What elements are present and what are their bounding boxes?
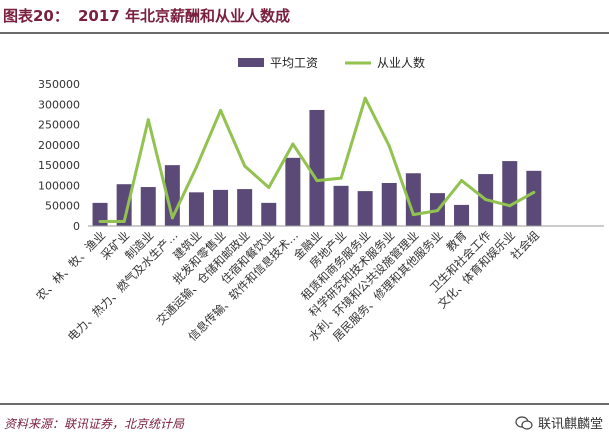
bar: [454, 204, 470, 226]
line-point: [387, 144, 391, 148]
y-tick-label: 350000: [38, 78, 80, 91]
figure-header: 图表20： 2017 年北京薪酬和从业人数成: [0, 0, 609, 34]
bar: [285, 157, 301, 226]
bar: [309, 109, 325, 226]
bar: [188, 192, 204, 226]
line-point: [291, 142, 295, 146]
bar: [116, 184, 132, 226]
line-point: [315, 179, 319, 183]
wechat-icon: [515, 415, 533, 430]
legend-bar-swatch: [238, 58, 264, 67]
x-tick-label: 社会组: [508, 228, 543, 263]
legend-bar-label: 平均工资: [270, 56, 318, 70]
x-tick-label: 农、林、牧、渔业: [33, 228, 108, 303]
y-tick-label: 150000: [38, 159, 80, 172]
line-point: [435, 209, 439, 213]
bar: [213, 189, 229, 226]
y-tick-label: 250000: [38, 119, 80, 132]
bar: [502, 161, 518, 226]
bar: [381, 182, 397, 226]
source-note: 资料来源：联讯证券，北京统计局: [4, 417, 185, 431]
y-tick-label: 300000: [38, 98, 80, 111]
line-point: [98, 220, 102, 224]
brand-mark: 联讯麒麟堂: [515, 413, 603, 432]
brand-name: 联讯麒麟堂: [537, 417, 603, 432]
line-point: [508, 204, 512, 208]
bar: [140, 187, 156, 226]
line-point: [411, 213, 415, 217]
combo-chart: 0 50000 100000 150000 200000 250000 300000 3500…: [33, 55, 604, 344]
legend-line-label: 从业人数: [377, 55, 425, 70]
bar: [526, 170, 542, 226]
line-point: [460, 179, 464, 183]
bar: [237, 189, 253, 226]
line-point: [363, 96, 367, 100]
y-tick-label: 50000: [45, 200, 80, 213]
line-point: [484, 198, 488, 202]
line-point: [219, 108, 223, 112]
line-point: [243, 164, 247, 168]
y-tick-label: 0: [73, 220, 80, 233]
chart-title: 2017 年北京薪酬和从业人数成: [78, 7, 290, 25]
bar: [333, 185, 349, 226]
line-point: [170, 216, 174, 220]
y-tick-label: 200000: [38, 139, 80, 152]
figure-footer: 资料来源：联讯证券，北京统计局 联讯麒麟堂: [0, 403, 609, 447]
figure-label: 图表20：: [3, 7, 69, 25]
bar: [261, 202, 277, 226]
line-point: [122, 220, 126, 224]
line-point: [194, 165, 198, 169]
line-point: [146, 118, 150, 122]
line-point: [339, 176, 343, 180]
y-tick-label: 100000: [38, 179, 80, 192]
line-point: [267, 185, 271, 189]
bar: [357, 191, 373, 226]
line-point: [532, 190, 536, 194]
